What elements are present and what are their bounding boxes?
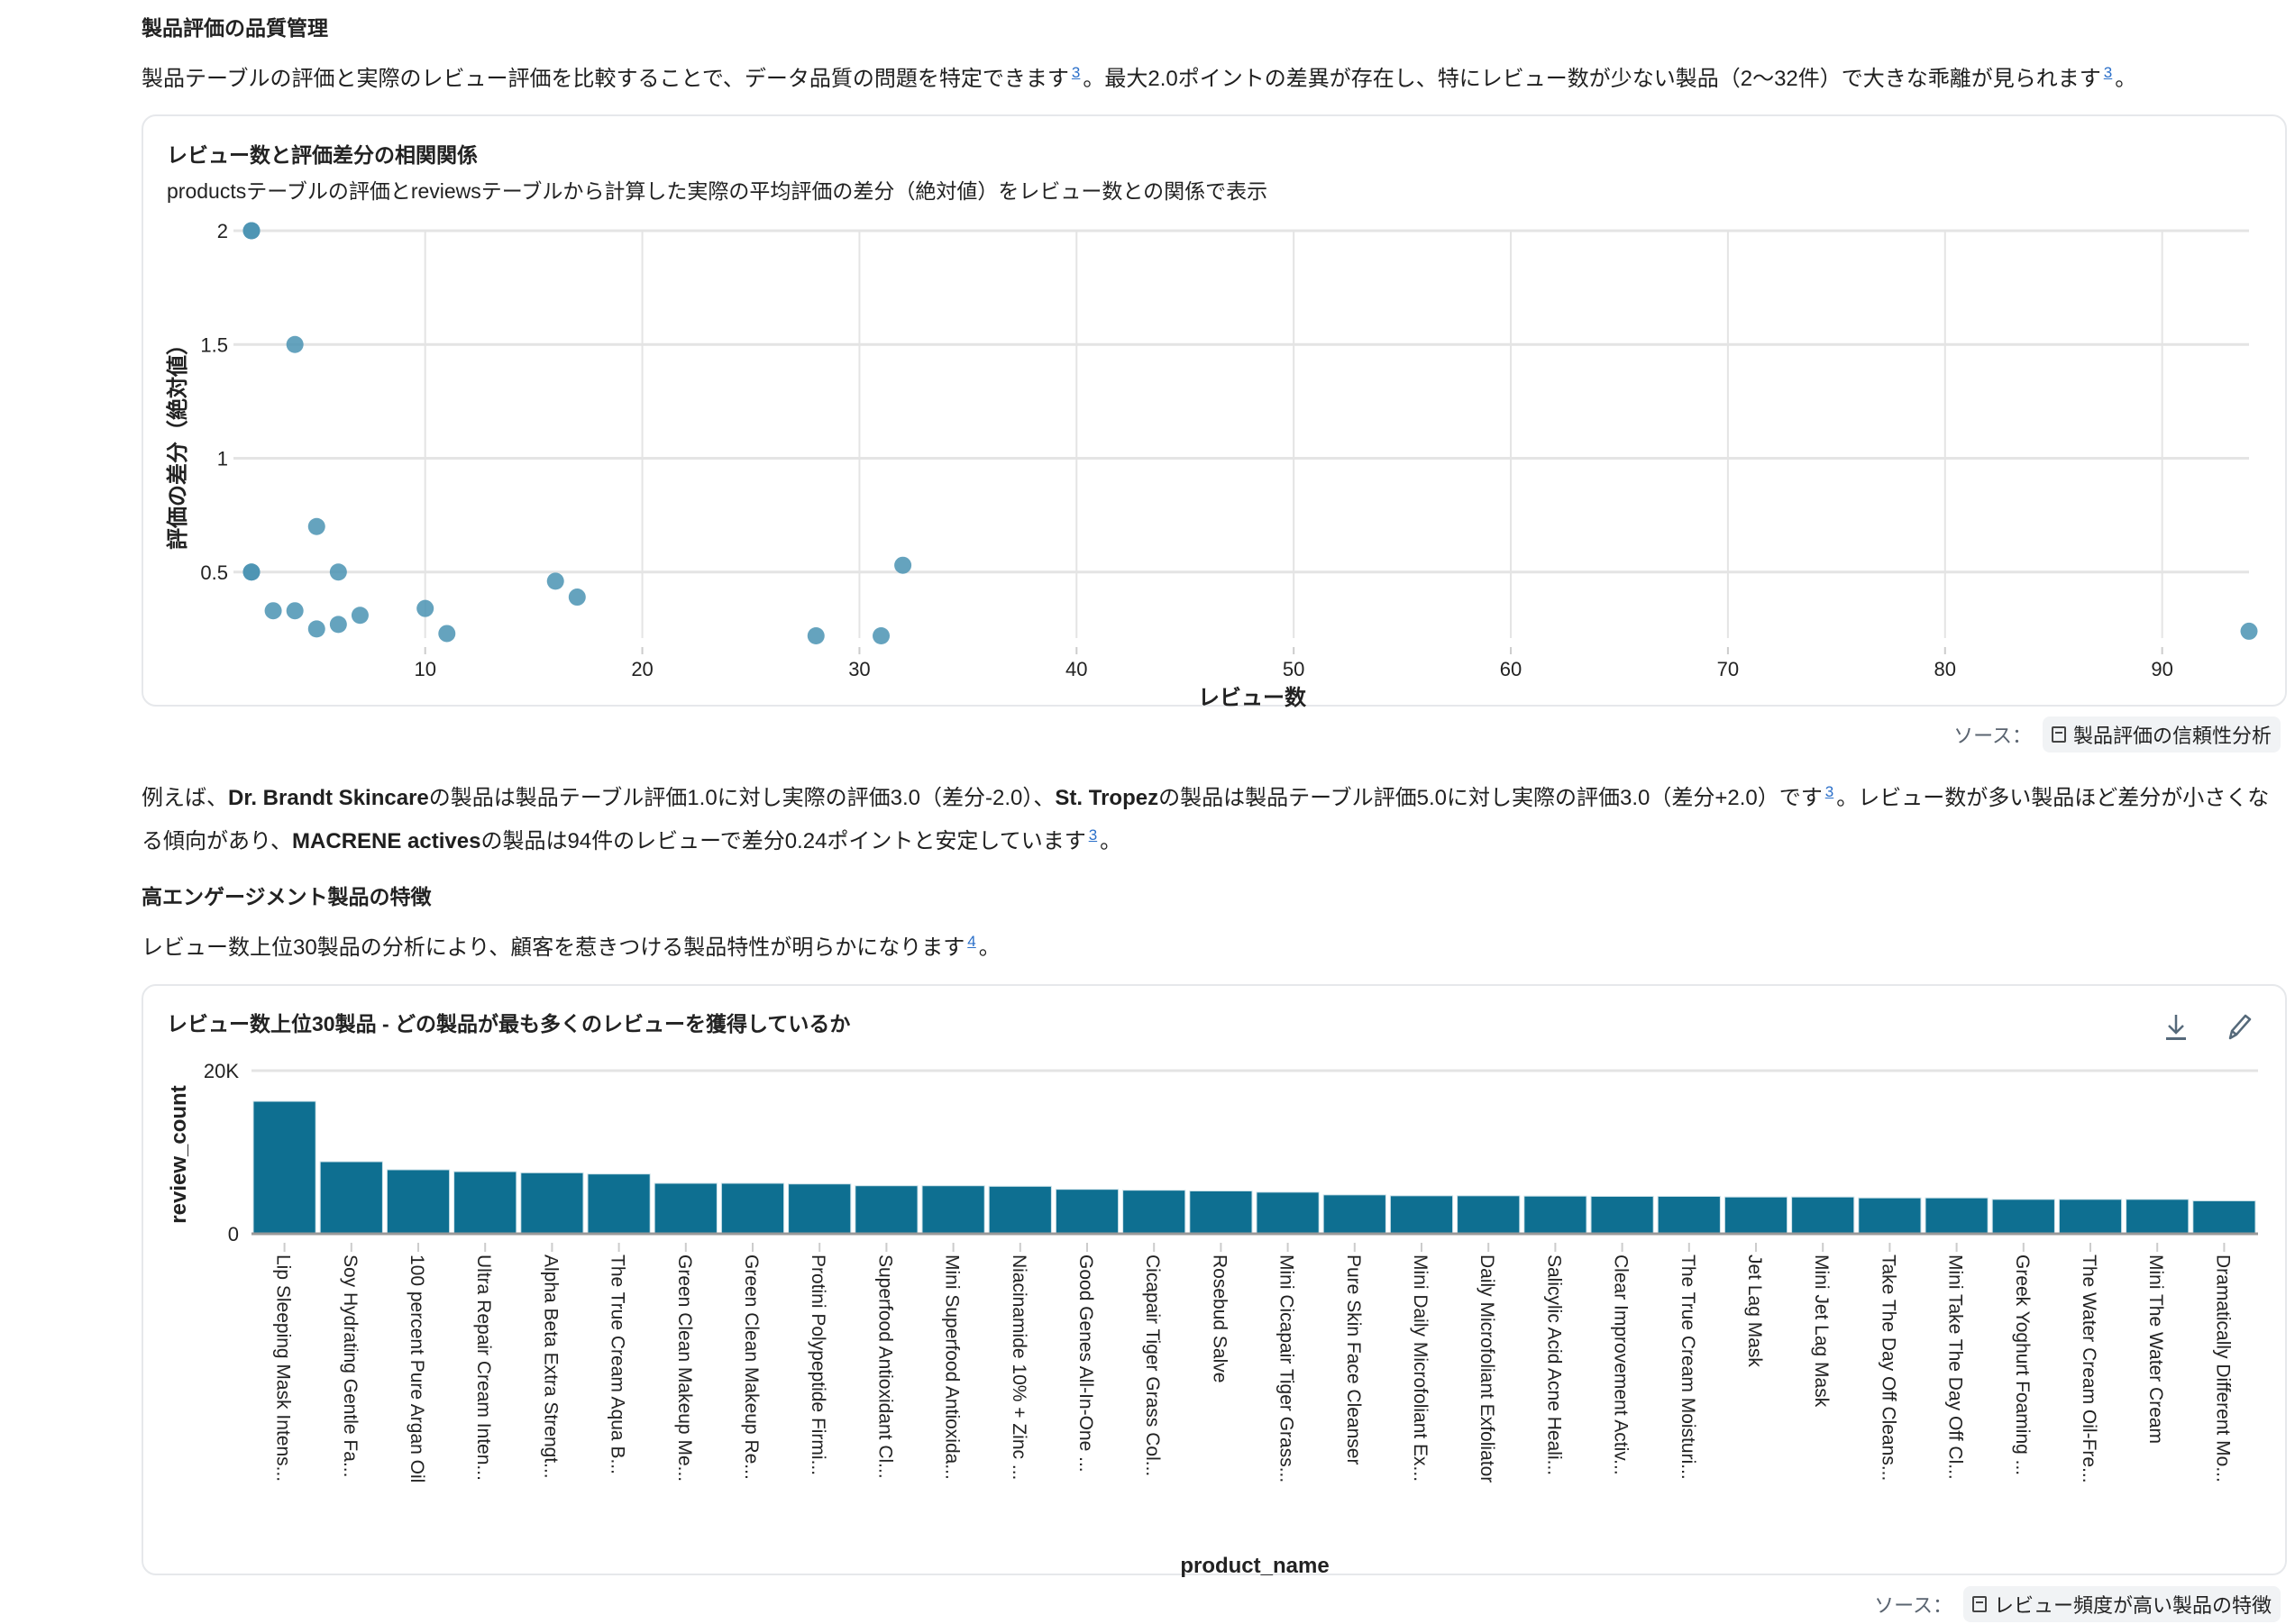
source-name: 製品評価の信頼性分析 (2072, 725, 2272, 747)
bold-brand-name: Dr. Brandt Skincare (228, 786, 429, 810)
source-chip-frequency[interactable]: レビュー頻度が高い製品の特徴 (1962, 1586, 2281, 1622)
source-label: ソース： (1874, 1594, 1952, 1617)
source-label: ソース： (1953, 725, 2032, 747)
text-segment: の製品は製品テーブル評価1.0に対し実際の評価3.0（差分-2.0）、 (428, 786, 1056, 810)
document-icon (2051, 726, 2066, 743)
scatter-source: ソース： 製品評価の信頼性分析 (1953, 716, 2281, 753)
section-heading-quality: 製品評価の品質管理 (142, 16, 328, 40)
paragraph-engagement-intro: レビュー数上位30製品の分析により、顧客を惹きつける製品特性が明らかになります 4… (142, 923, 1001, 966)
bar-source: ソース： レビュー頻度が高い製品の特徴 (1874, 1586, 2281, 1622)
bold-brand-name: St. Tropez (1055, 786, 1159, 810)
scatter-chart-subtitle: productsテーブルの評価とreviewsテーブルから計算した実際の平均評価… (167, 179, 1268, 203)
pencil-icon[interactable] (2221, 1009, 2257, 1045)
section-heading-engagement: 高エンゲージメント製品の特徴 (142, 885, 432, 908)
text-segment: の製品は製品テーブル評価5.0に対し実際の評価3.0（差分+2.0）です (1158, 786, 1823, 810)
text-segment: 製品テーブルの評価と実際のレビュー評価を比較することで、データ品質の問題を特定で… (142, 67, 1069, 91)
source-chip-reliability[interactable]: 製品評価の信頼性分析 (2042, 716, 2281, 753)
citation-link[interactable]: 3 (2103, 64, 2113, 81)
citation-link[interactable]: 3 (1071, 64, 1081, 81)
bar-chart-card: レビュー数上位30製品 - どの製品が最も多くのレビューを獲得しているか (142, 984, 2287, 1575)
text-segment: 。 (2115, 67, 2137, 91)
citation-link[interactable]: 3 (1824, 783, 1834, 800)
source-name: レビュー頻度が高い製品の特徴 (1993, 1594, 2272, 1617)
document-icon (1971, 1596, 1987, 1612)
text-segment: 。レビュー数が多い製品ほど差分が小さくなる傾向があり、 (142, 786, 2270, 853)
text-segment: 。 (1100, 829, 1122, 853)
bar-chart-title: レビュー数上位30製品 - どの製品が最も多くのレビューを獲得しているか (167, 1012, 851, 1036)
scatter-chart-card: レビュー数と評価差分の相関関係 productsテーブルの評価とreviewsテ… (142, 114, 2287, 707)
text-segment: レビュー数上位30製品の分析により、顧客を惹きつける製品特性が明らかになります (142, 935, 965, 960)
download-icon[interactable] (2158, 1009, 2194, 1045)
text-segment: 。 (978, 935, 1001, 960)
scatter-chart-title: レビュー数と評価差分の相関関係 (167, 143, 478, 167)
citation-link[interactable]: 4 (967, 933, 976, 950)
text-segment: 。最大2.0ポイントの差異が存在し、特にレビュー数が少ない製品（2〜32件）で大… (1083, 67, 2101, 91)
citation-link[interactable]: 3 (1088, 826, 1098, 844)
paragraph-quality-intro: 製品テーブルの評価と実際のレビュー評価を比較することで、データ品質の問題を特定で… (142, 54, 2136, 97)
text-segment: 例えば、 (142, 786, 228, 810)
paragraph-quality-examples: 例えば、Dr. Brandt Skincareの製品は製品テーブル評価1.0に対… (142, 773, 2287, 860)
bold-brand-name: MACRENE actives (292, 829, 481, 853)
text-segment: の製品は94件のレビューで差分0.24ポイントと安定しています (480, 829, 1086, 853)
